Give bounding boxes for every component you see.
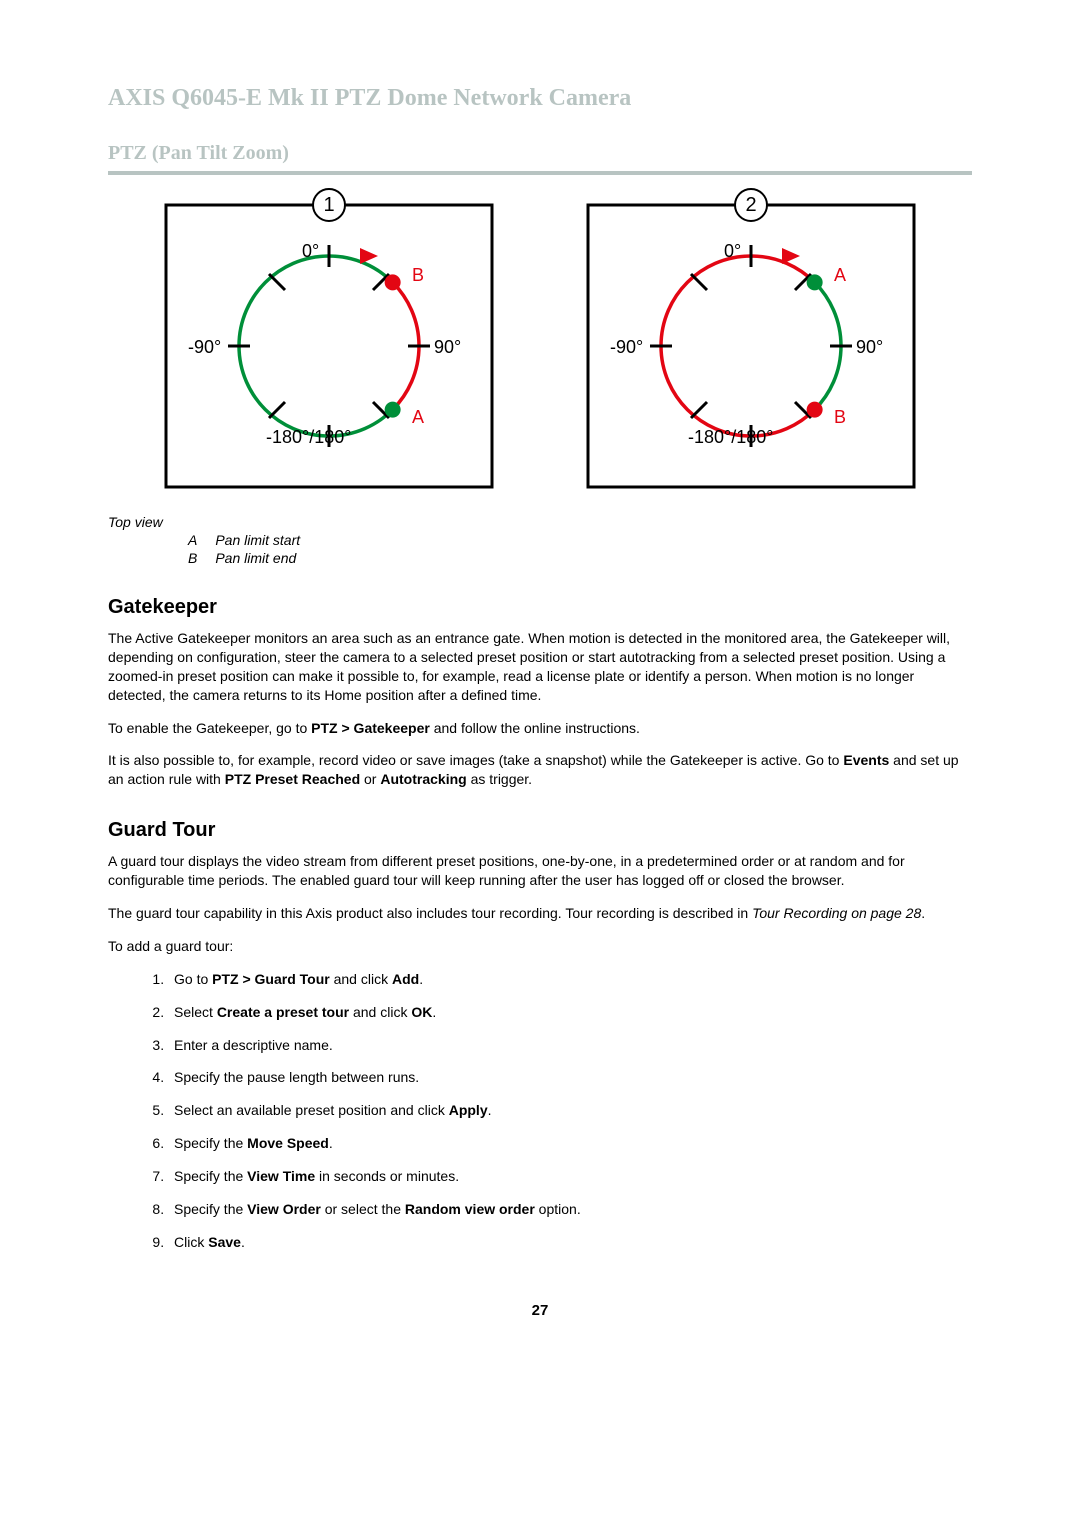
guardtour-heading: Guard Tour [108, 819, 972, 842]
list-item: Specify the View Time in seconds or minu… [168, 1167, 972, 1186]
bold-text: Random view order [405, 1201, 535, 1217]
text-span: It is also possible to, for example, rec… [108, 752, 843, 768]
cross-marks [269, 274, 389, 418]
bold-text: Events [843, 752, 889, 768]
legend-key-a: A [188, 532, 197, 548]
diagram-panel-1: 1 [164, 203, 494, 494]
bold-text: Save [208, 1234, 241, 1250]
bold-text: PTZ Preset Reached [225, 771, 360, 787]
list-item: Specify the pause length between runs. [168, 1068, 972, 1087]
angle-top: 0° [302, 241, 319, 261]
legend-label-b: Pan limit end [215, 550, 296, 566]
angle-bottom: -180°/180° [688, 427, 773, 447]
bold-text: Create a preset tour [217, 1004, 349, 1020]
arc-allowed [239, 256, 393, 436]
text-span: Go to [174, 971, 212, 987]
text-span: and follow the online instructions. [430, 720, 640, 736]
text-span: . [241, 1234, 245, 1250]
page-container: AXIS Q6045-E Mk II PTZ Dome Network Came… [0, 0, 1080, 1379]
text-span: or select the [321, 1201, 405, 1217]
diagram-caption: Top view [108, 514, 972, 530]
legend-row-b: B Pan limit end [188, 550, 972, 566]
text-span: Specify the [174, 1201, 247, 1217]
marker-b-dot [385, 274, 401, 290]
text-span: or [360, 771, 380, 787]
arc-blocked [661, 256, 815, 436]
section-title: PTZ (Pan Tilt Zoom) [108, 142, 972, 165]
list-item: Click Save. [168, 1233, 972, 1252]
list-item: Go to PTZ > Guard Tour and click Add. [168, 970, 972, 989]
list-item: Enter a descriptive name. [168, 1036, 972, 1055]
marker-b-dot [807, 402, 823, 418]
diagram-badge-2: 2 [734, 188, 768, 222]
legend-label-a: Pan limit start [215, 532, 300, 548]
gatekeeper-p2: To enable the Gatekeeper, go to PTZ > Ga… [108, 719, 972, 738]
legend-row-a: A Pan limit start [188, 532, 972, 548]
text-span: as trigger. [467, 771, 532, 787]
bold-text: OK [411, 1004, 432, 1020]
bold-text: Move Speed [247, 1135, 329, 1151]
text-span: The guard tour capability in this Axis p… [108, 905, 752, 921]
bold-text: Autotracking [380, 771, 466, 787]
marker-a-label: A [834, 265, 846, 285]
text-span: in seconds or minutes. [315, 1168, 459, 1184]
arrow-icon [360, 248, 378, 264]
arrow-icon [782, 248, 800, 264]
text-span: To enable the Gatekeeper, go to [108, 720, 311, 736]
guardtour-p2: The guard tour capability in this Axis p… [108, 904, 972, 923]
italic-text: Tour Recording on page 28 [752, 905, 921, 921]
angle-right: 90° [856, 337, 883, 357]
angle-left: -90° [188, 337, 221, 357]
diagram-row: 1 [108, 203, 972, 494]
marker-b-label: B [412, 265, 424, 285]
text-span: . [921, 905, 925, 921]
diagram-svg-1: 0° 90° -180°/180° -90° A B [164, 203, 494, 489]
gatekeeper-p1: The Active Gatekeeper monitors an area s… [108, 629, 972, 705]
angle-right: 90° [434, 337, 461, 357]
section-rule [108, 171, 972, 175]
text-span: option. [535, 1201, 581, 1217]
guardtour-p1: A guard tour displays the video stream f… [108, 852, 972, 890]
text-span: and click [330, 971, 392, 987]
marker-a-dot [807, 274, 823, 290]
marker-a-label: A [412, 407, 424, 427]
angle-left: -90° [610, 337, 643, 357]
list-item: Select an available preset position and … [168, 1101, 972, 1120]
legend-key-b: B [188, 550, 197, 566]
gatekeeper-heading: Gatekeeper [108, 596, 972, 619]
bold-text: Add [392, 971, 419, 987]
list-item: Specify the View Order or select the Ran… [168, 1200, 972, 1219]
angle-top: 0° [724, 241, 741, 261]
bold-text: PTZ > Gatekeeper [311, 720, 430, 736]
text-span: Specify the [174, 1168, 247, 1184]
bold-text: View Time [247, 1168, 315, 1184]
text-span: Specify the [174, 1135, 247, 1151]
text-span: Select an available preset position and … [174, 1102, 449, 1118]
text-span: . [488, 1102, 492, 1118]
text-span: and click [349, 1004, 411, 1020]
diagram-panel-2: 2 [586, 203, 916, 494]
list-item: Select Create a preset tour and click OK… [168, 1003, 972, 1022]
bold-text: PTZ > Guard Tour [212, 971, 330, 987]
diagram-svg-2: 0° 90° -180°/180° -90° A B [586, 203, 916, 489]
angle-bottom: -180°/180° [266, 427, 351, 447]
list-item: Specify the Move Speed. [168, 1134, 972, 1153]
page-number: 27 [108, 1302, 972, 1319]
gatekeeper-p3: It is also possible to, for example, rec… [108, 751, 972, 789]
text-span: Click [174, 1234, 208, 1250]
diagram-badge-1: 1 [312, 188, 346, 222]
marker-b-label: B [834, 407, 846, 427]
guardtour-steps: Go to PTZ > Guard Tour and click Add. Se… [108, 970, 972, 1252]
bold-text: Apply [449, 1102, 488, 1118]
text-span: . [432, 1004, 436, 1020]
marker-a-dot [385, 402, 401, 418]
doc-title: AXIS Q6045-E Mk II PTZ Dome Network Came… [108, 85, 972, 112]
text-span: Select [174, 1004, 217, 1020]
guardtour-p3: To add a guard tour: [108, 937, 972, 956]
text-span: . [329, 1135, 333, 1151]
bold-text: View Order [247, 1201, 321, 1217]
cross-marks [691, 274, 811, 418]
text-span: . [419, 971, 423, 987]
